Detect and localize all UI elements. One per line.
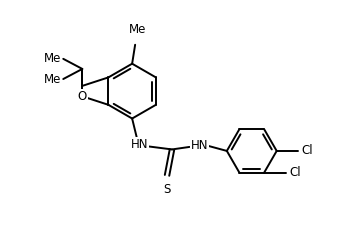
Text: S: S <box>163 183 171 196</box>
Text: Cl: Cl <box>302 144 313 158</box>
Text: Me: Me <box>129 23 146 36</box>
Text: HN: HN <box>191 139 208 152</box>
Text: O: O <box>78 90 87 103</box>
Text: Me: Me <box>44 73 61 85</box>
Text: Me: Me <box>44 52 61 65</box>
Text: Cl: Cl <box>289 166 301 179</box>
Text: HN: HN <box>131 138 148 151</box>
